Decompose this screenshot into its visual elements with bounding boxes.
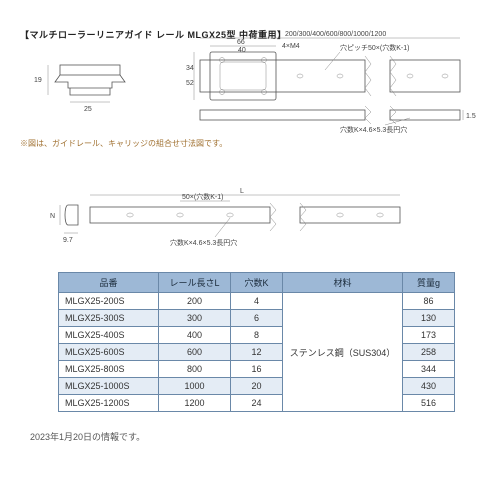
dim-52: 52 — [186, 80, 194, 87]
cell-mass: 344 — [403, 361, 455, 378]
dim-N: N — [50, 213, 55, 220]
callout-pitch: 穴ピッチ50×(穴数K-1) — [340, 43, 409, 52]
dim-length-options: 200/300/400/600/800/1000/1200 — [285, 31, 386, 38]
cell-length: 200 — [159, 293, 231, 310]
dim-19: 19 — [34, 77, 42, 84]
cell-mass: 258 — [403, 344, 455, 361]
cell-holes: 12 — [231, 344, 283, 361]
drawing-plan: 200/300/400/600/800/1000/1200 66 40 34 5… — [190, 30, 480, 150]
cell-part: MLGX25-800S — [59, 361, 159, 378]
cell-holes: 4 — [231, 293, 283, 310]
callout-screws: 4×M4 — [282, 43, 300, 50]
th-material: 材料 — [283, 273, 403, 293]
spec-table: 品番 レール長さL 穴数K 材料 質量g MLGX25-200S2004ステンレ… — [58, 272, 455, 412]
callout-mid-slot: 穴数K×4.6×5.3長円穴 — [170, 238, 237, 247]
drawing-cross-section: 19 25 — [30, 50, 150, 120]
cell-length: 600 — [159, 344, 231, 361]
cell-mass: 130 — [403, 310, 455, 327]
th-length: レール長さL — [159, 273, 231, 293]
dim-97: 9.7 — [63, 237, 73, 244]
drawing-rail: N 9.7 L 50×(穴数K-1) 穴数K×4.6×5.3長円穴 — [60, 185, 420, 255]
cell-part: MLGX25-1000S — [59, 378, 159, 395]
cell-length: 300 — [159, 310, 231, 327]
cell-holes: 20 — [231, 378, 283, 395]
cell-mass: 86 — [403, 293, 455, 310]
cell-length: 400 — [159, 327, 231, 344]
date-footnote: 2023年1月20日の情報です。 — [30, 430, 145, 443]
cell-holes: 6 — [231, 310, 283, 327]
cell-part: MLGX25-400S — [59, 327, 159, 344]
th-mass: 質量g — [403, 273, 455, 293]
cell-material: ステンレス鋼（SUS304） — [283, 293, 403, 412]
dim-34: 34 — [186, 65, 194, 72]
dim-mid-pitch: 50×(穴数K-1) — [182, 192, 223, 201]
cell-holes: 24 — [231, 395, 283, 412]
assembly-note: ※図は、ガイドレール、キャリッジの組合せ寸法図です。 — [20, 138, 227, 149]
cell-mass: 516 — [403, 395, 455, 412]
dim-40: 40 — [238, 47, 246, 54]
cell-mass: 173 — [403, 327, 455, 344]
table-header-row: 品番 レール長さL 穴数K 材料 質量g — [59, 273, 455, 293]
cell-holes: 8 — [231, 327, 283, 344]
th-part: 品番 — [59, 273, 159, 293]
dim-L: L — [240, 188, 244, 195]
cell-length: 1000 — [159, 378, 231, 395]
dim-66: 66 — [237, 39, 245, 46]
th-holes: 穴数K — [231, 273, 283, 293]
cell-mass: 430 — [403, 378, 455, 395]
cell-part: MLGX25-300S — [59, 310, 159, 327]
callout-slot: 穴数K×4.6×5.3長円穴 — [340, 125, 407, 134]
dim-25: 25 — [84, 106, 92, 113]
cell-part: MLGX25-200S — [59, 293, 159, 310]
cell-length: 1200 — [159, 395, 231, 412]
cell-part: MLGX25-1200S — [59, 395, 159, 412]
cell-holes: 16 — [231, 361, 283, 378]
dim-15: 1.5 — [466, 113, 476, 120]
cell-part: MLGX25-600S — [59, 344, 159, 361]
cell-length: 800 — [159, 361, 231, 378]
table-row: MLGX25-200S2004ステンレス鋼（SUS304）86 — [59, 293, 455, 310]
